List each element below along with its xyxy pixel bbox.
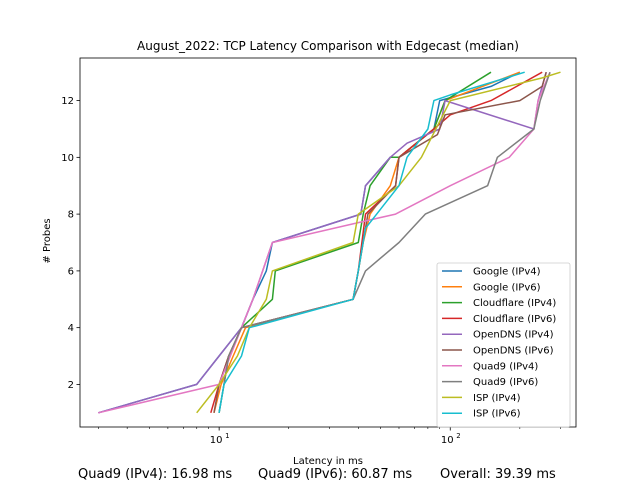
series-line-7: [218, 71, 551, 413]
legend-label-1: Google (IPv6): [473, 282, 541, 293]
legend-label-3: Cloudflare (IPv6): [473, 314, 556, 325]
x-tick-label-1: 10: [441, 435, 454, 446]
legend-label-4: OpenDNS (IPv4): [473, 330, 554, 341]
legend-box: [436, 262, 571, 428]
footer-quad9-ipv4-stat: Quad9 (IPv4): 16.98 ms: [78, 467, 232, 480]
legend-label-0: Google (IPv4): [473, 267, 541, 278]
x-tick-exponent-0: 1: [225, 432, 229, 440]
y-tick-label-0: 2: [68, 380, 74, 391]
legend-label-9: ISP (IPv6): [473, 409, 521, 420]
legend: Google (IPv4) Google (IPv6) Cloudflare (IP…: [436, 262, 571, 428]
legend-label-2: Cloudflare (IPv4): [473, 298, 556, 309]
series-line-9: [218, 71, 525, 413]
x-tick-label-0: 10: [210, 435, 223, 446]
series-line-8: [196, 71, 561, 414]
axes-frame: [79, 57, 577, 428]
series-line-4: [98, 71, 547, 414]
legend-label-8: ISP (IPv4): [473, 393, 521, 404]
footer-quad9-ipv6-stat: Quad9 (IPv6): 60.87 ms: [258, 467, 412, 480]
y-axis-label: # Probes: [42, 218, 53, 263]
y-tick-label-5: 12: [61, 96, 74, 107]
y-tick-label-3: 8: [68, 210, 74, 221]
legend-label-5: OpenDNS (IPv6): [473, 346, 554, 357]
legend-label-7: Quad9 (IPv6): [473, 377, 538, 388]
x-tick-exponent-1: 2: [456, 432, 460, 440]
x-axis-label: Latency in ms: [293, 456, 363, 467]
legend-label-6: Quad9 (IPv4): [473, 361, 538, 372]
y-tick-label-1: 4: [68, 323, 74, 334]
footer-overall-stat: Overall: 39.39 ms: [440, 467, 556, 480]
chart-title: August_2022: TCP Latency Comparison with…: [137, 39, 519, 53]
y-tick-label-4: 10: [61, 153, 74, 164]
y-tick-label-2: 6: [68, 266, 74, 277]
